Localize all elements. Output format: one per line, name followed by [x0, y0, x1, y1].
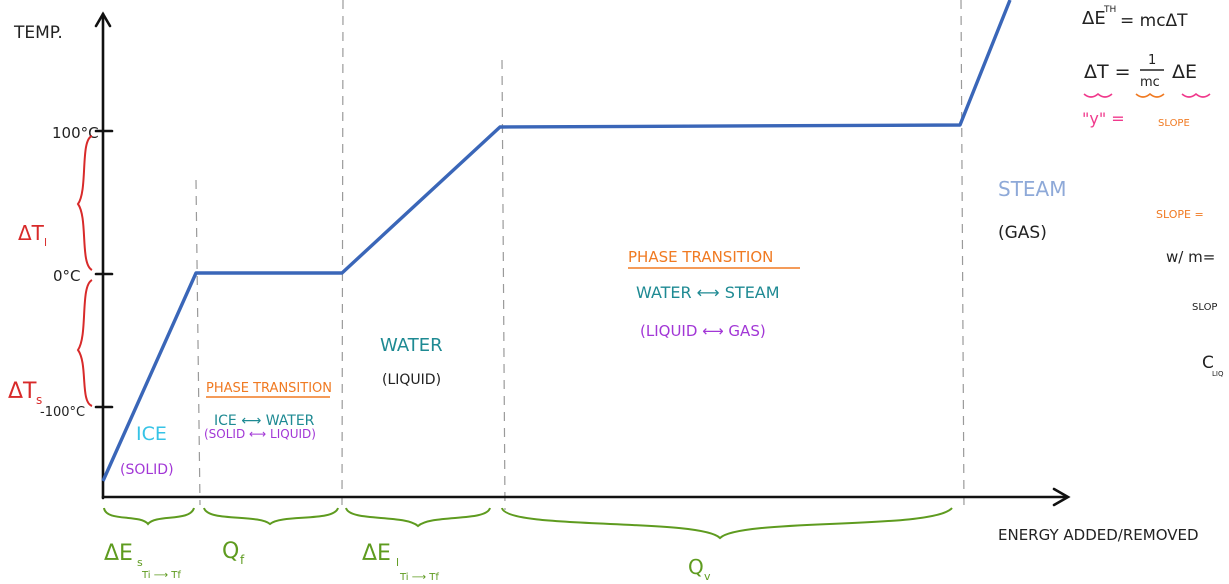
divider-water-vapor [501, 59, 506, 511]
eq2-rest: ΔE [1172, 61, 1197, 83]
x-axis-label: ENERGY ADDED/REMOVED [998, 526, 1199, 544]
y-axis-label: TEMP. [13, 23, 63, 43]
delta-t-liquid: ΔT [18, 221, 45, 245]
eq1-lhs: ΔE [1082, 8, 1106, 29]
brace-solid [76, 279, 93, 407]
y-axis-arrow [94, 11, 112, 28]
fusion-line2: (SOLID ⟷ LIQUID) [204, 427, 316, 441]
heating-curve-line [101, 0, 1012, 482]
divider-fusion-water [341, 0, 344, 506]
vapor-line1: WATER ⟷ STEAM [636, 283, 780, 302]
x-axis-arrow [1052, 487, 1071, 507]
eq3-y: "y" = [1082, 109, 1125, 128]
eq2-den: mc [1140, 75, 1160, 90]
ice-label: ICE [136, 423, 167, 445]
de-solid-label: ΔE [104, 541, 133, 566]
vapor-heading: PHASE TRANSITION [628, 248, 773, 266]
divider-vapor-steam [960, 0, 965, 511]
delta-t-solid: ΔT [8, 379, 37, 404]
eq2-lhs: ΔT = [1084, 61, 1131, 83]
delta-t-solid-sub: s [36, 393, 42, 407]
q-v-label: Q [688, 555, 704, 579]
eq1-sup: TH [1103, 5, 1116, 15]
eq2-num: 1 [1148, 53, 1156, 68]
water-state: (LIQUID) [382, 372, 441, 388]
ice-state: (SOLID) [120, 462, 174, 478]
w-m: w/ m= [1166, 248, 1215, 266]
slope-eq: SLOPE = [1156, 208, 1204, 221]
q-f-sub: f [240, 553, 245, 567]
axes [94, 11, 1071, 507]
water-label: WATER [380, 335, 443, 356]
tick-label-100: 100°C [52, 124, 99, 142]
divider-ice-fusion [195, 179, 201, 506]
de-liquid-label: ΔE [362, 541, 391, 566]
squiggle-x [1181, 92, 1211, 98]
steam-state: (GAS) [998, 223, 1047, 243]
de-solid-sub: s [137, 556, 143, 569]
q-v-sub: v [704, 570, 711, 583]
de-liquid-sub: l [396, 556, 399, 569]
squiggle-slope [1135, 92, 1165, 98]
tick-label-minus-100: -100°C [40, 405, 85, 420]
slope-short: SLOP [1192, 302, 1217, 313]
c-liq: C [1202, 353, 1214, 373]
steam-label: STEAM [998, 177, 1067, 201]
region-dividers [195, 0, 965, 511]
delta-t-liquid-sub: l [44, 236, 47, 249]
c-liq-sub: LIQ [1212, 370, 1224, 378]
squiggle-y [1083, 92, 1113, 98]
brace-liquid [76, 135, 93, 271]
eq3-slope: SLOPE [1158, 118, 1190, 129]
eq1-rest: = mcΔT [1120, 11, 1188, 31]
tick-label-0: 0°C [53, 267, 81, 285]
de-solid-range: Ti ⟶ Tf [141, 570, 181, 581]
y-braces [76, 135, 93, 407]
fusion-line1: ICE ⟷ WATER [214, 413, 315, 429]
fusion-heading: PHASE TRANSITION [206, 381, 332, 396]
brace-q-vapor [501, 507, 953, 540]
vapor-line2: (LIQUID ⟷ GAS) [640, 322, 766, 340]
brace-de-solid [103, 507, 195, 526]
brace-q-fusion [203, 507, 339, 526]
equation-notes: ΔE TH = mcΔT ΔT = 1 mc ΔE "y" = SLOPE SL… [1082, 5, 1224, 378]
brace-de-liquid [345, 507, 491, 528]
q-f-label: Q [222, 539, 239, 564]
energy-braces [103, 507, 953, 540]
de-liquid-range: Ti ⟶ Tf [399, 572, 439, 583]
